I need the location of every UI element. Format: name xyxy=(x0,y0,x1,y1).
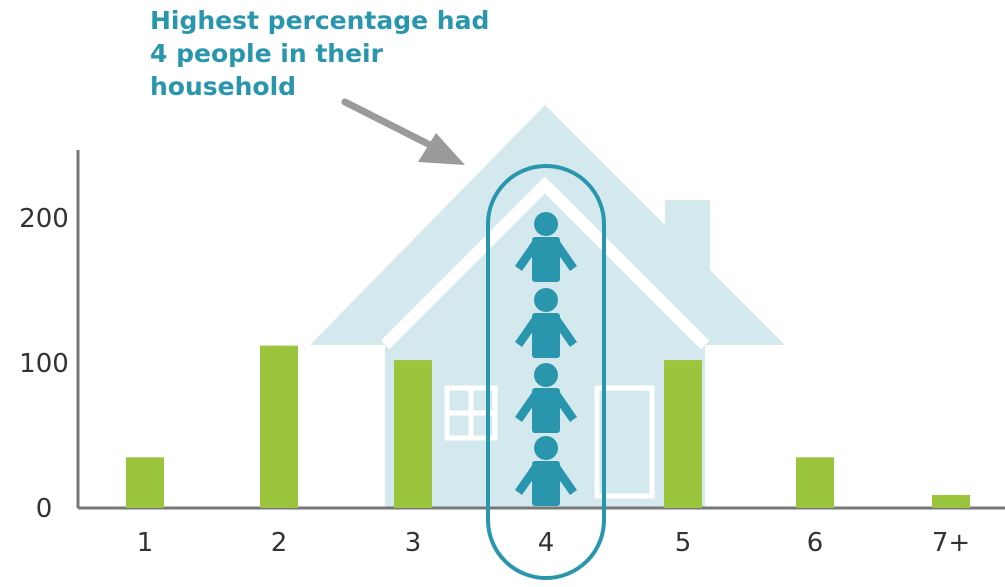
person-icon xyxy=(515,363,577,433)
y-tick-label: 200 xyxy=(19,204,69,234)
person-icon xyxy=(515,288,577,358)
x-tick-label: 5 xyxy=(675,528,692,558)
x-tick-label: 6 xyxy=(807,528,824,558)
x-tick-label: 1 xyxy=(137,528,154,558)
person-icon xyxy=(515,212,577,282)
bar-7+ xyxy=(932,494,970,508)
bar-2 xyxy=(260,345,298,508)
person-icon xyxy=(515,436,577,506)
bar-6 xyxy=(796,457,834,508)
x-tick-label: 3 xyxy=(405,528,422,558)
x-tick-label: 2 xyxy=(271,528,288,558)
y-tick-label: 0 xyxy=(36,494,53,524)
x-tick-label: 4 xyxy=(538,528,555,558)
bar-3 xyxy=(394,360,432,508)
annotation-arrow-icon xyxy=(341,98,465,165)
x-tick-label: 7+ xyxy=(932,528,970,558)
highlight-capsule xyxy=(486,164,606,580)
house-roof-inner-line xyxy=(380,176,710,350)
house-chimney xyxy=(665,200,710,275)
y-tick-label: 100 xyxy=(19,349,69,379)
house-door xyxy=(594,385,655,499)
bar-5 xyxy=(664,360,702,508)
annotation-text: Highest percentage had 4 people in their… xyxy=(150,6,490,101)
bar-1 xyxy=(126,457,164,508)
